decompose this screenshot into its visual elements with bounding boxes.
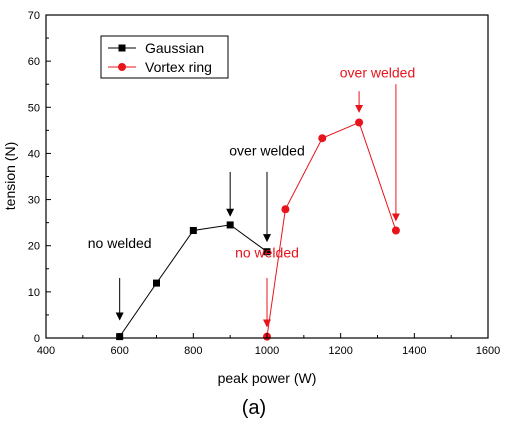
x-tick-label: 1200 xyxy=(328,345,352,357)
annotation-label: no welded xyxy=(88,235,152,251)
data-point-vortex-ring xyxy=(391,226,400,235)
data-point-vortex-ring xyxy=(318,134,327,143)
x-tick-label: 400 xyxy=(37,345,55,357)
legend-label-vortex: Vortex ring xyxy=(145,59,212,75)
data-point-gaussian xyxy=(153,279,160,287)
legend-box xyxy=(100,35,229,79)
y-tick-label: 40 xyxy=(28,148,40,160)
x-tick-label: 800 xyxy=(184,345,202,357)
x-tick-label: 1600 xyxy=(476,345,500,357)
legend-marker-gaussian xyxy=(118,44,126,52)
x-tick-label: 1000 xyxy=(255,345,279,357)
legend-label-gaussian: Gaussian xyxy=(145,40,204,56)
y-tick-label: 10 xyxy=(28,287,40,299)
data-point-vortex-ring xyxy=(281,205,290,214)
annotation-label: over welded xyxy=(340,64,416,80)
figure-caption: (a) xyxy=(242,397,266,419)
data-point-gaussian xyxy=(263,248,271,256)
data-point-gaussian xyxy=(226,221,234,229)
data-point-vortex-ring xyxy=(355,118,364,127)
y-tick-label: 30 xyxy=(28,195,40,207)
annotation-label: no welded xyxy=(235,244,299,260)
x-axis-title: peak power (W) xyxy=(218,370,317,386)
x-tick-label: 600 xyxy=(110,345,128,357)
legend: Gaussian Vortex ring xyxy=(100,35,229,79)
annotation-label: over welded xyxy=(229,143,305,159)
y-axis-title: tension (N) xyxy=(2,142,18,210)
y-tick-label: 20 xyxy=(28,241,40,253)
y-tick-label: 0 xyxy=(34,333,40,345)
y-tick-label: 50 xyxy=(28,102,40,114)
data-point-gaussian xyxy=(189,226,197,234)
legend-marker-vortex xyxy=(118,63,126,71)
y-tick-label: 70 xyxy=(28,10,40,22)
x-tick-label: 1400 xyxy=(402,345,426,357)
annotations: no welded over welded no welded over welded xyxy=(88,64,416,328)
axis-ticks: 400 600 800 1000 1200 1400 1600 0 10 20 30 40 50 60 70 xyxy=(28,10,500,357)
y-tick-label: 60 xyxy=(28,56,40,68)
